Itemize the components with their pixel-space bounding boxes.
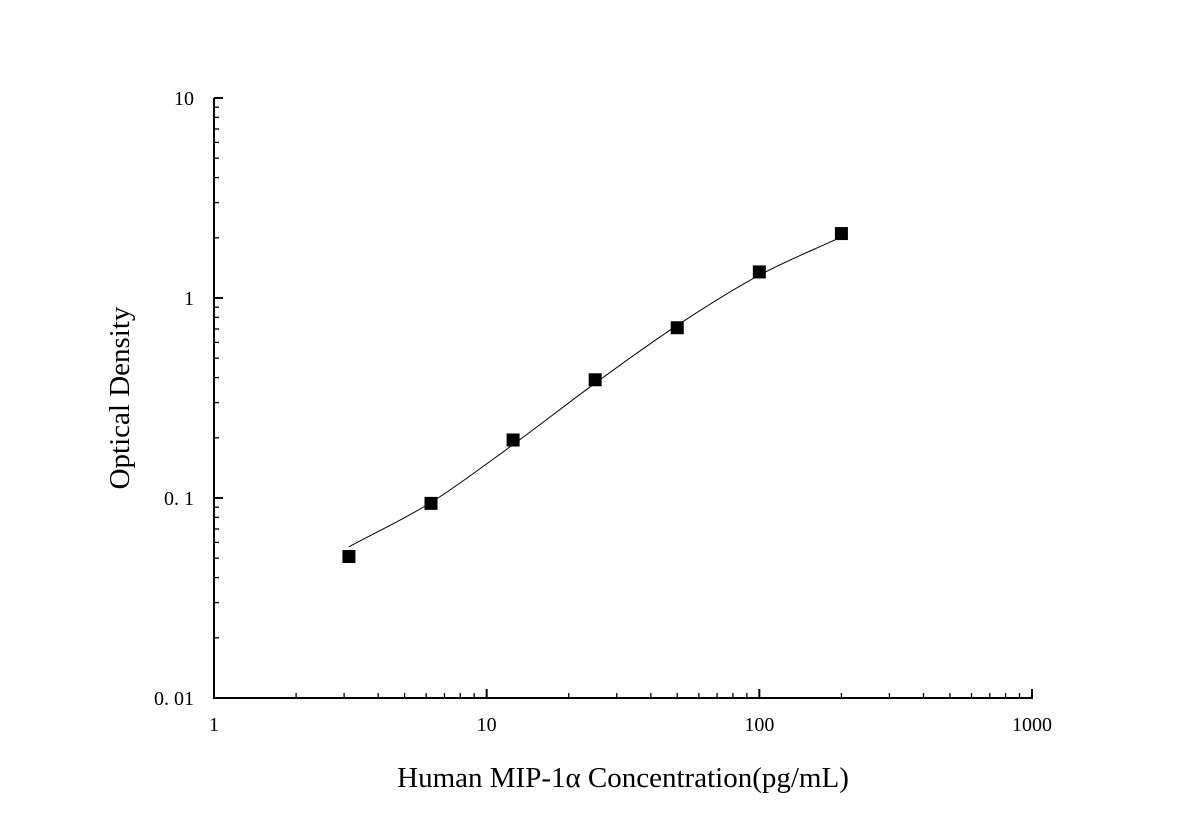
tick-labels: 1 10 100 1000 0. 01 0. 1 1 10 [154,88,1052,736]
y-tick-label: 10 [174,88,194,110]
y-tick-label: 0. 01 [154,688,194,710]
y-tick-label: 0. 1 [164,488,194,510]
data-point [588,373,602,387]
y-tick-label: 1 [184,288,194,310]
ticks [213,97,1033,699]
axes [213,98,1033,699]
fit-curve [348,236,842,548]
x-tick-label: 1 [209,714,219,736]
data-point [752,265,766,279]
data-markers [342,227,848,563]
x-axis-label: Human MIP-1α Concentration(pg/mL) [397,762,849,794]
data-point [506,433,520,447]
data-point [834,227,848,241]
data-point [424,496,438,510]
data-point [670,321,684,335]
data-point [342,549,356,563]
x-tick-label: 1000 [1012,714,1052,736]
y-axis-label: Optical Density [104,306,136,489]
x-tick-label: 100 [744,714,774,736]
x-tick-label: 10 [477,714,497,736]
